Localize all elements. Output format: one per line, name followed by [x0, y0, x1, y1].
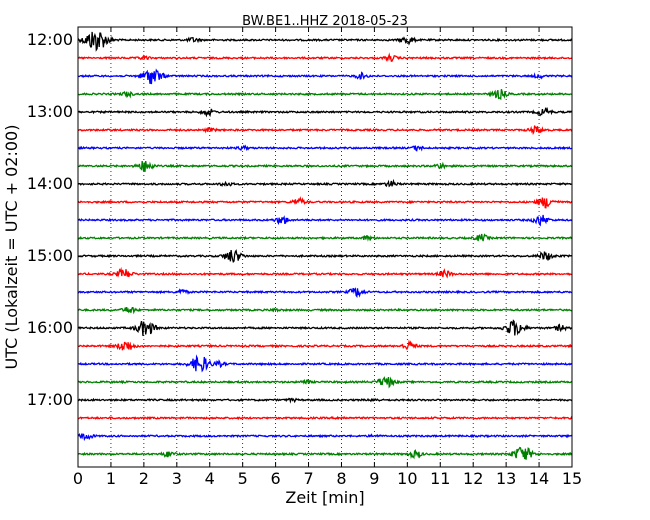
x-tick-label: 11 — [430, 469, 450, 488]
seismic-trace — [77, 339, 573, 351]
seismic-trace — [78, 266, 573, 279]
seismic-trace — [77, 397, 573, 404]
x-tick-label: 3 — [172, 469, 182, 488]
seismic-trace — [77, 178, 573, 188]
seismic-trace — [77, 415, 573, 421]
seismic-trace — [77, 376, 573, 389]
seismic-trace — [77, 89, 573, 101]
y-tick-label: 12:00 — [27, 30, 73, 49]
x-tick-label: 14 — [529, 469, 549, 488]
trace-lines — [77, 31, 573, 460]
grid-lines — [110, 27, 540, 467]
seismic-trace — [77, 196, 573, 209]
plot-frame — [77, 26, 573, 468]
seismic-trace — [77, 446, 573, 460]
x-tick-label: 7 — [303, 469, 313, 488]
seismic-trace — [78, 306, 572, 315]
seismic-trace — [77, 249, 573, 264]
y-axis-ticks: 12:00 13:00 14:00 15:00 16:00 17:00 — [27, 30, 572, 409]
seismic-trace — [77, 106, 573, 118]
chart-title: BW.BE1..HHZ 2018-05-23 — [242, 14, 408, 29]
seismic-trace — [77, 68, 573, 85]
seismic-trace — [77, 287, 573, 299]
x-tick-label: 10 — [397, 469, 417, 488]
seismic-trace — [77, 354, 573, 373]
y-tick-label: 13:00 — [27, 102, 73, 121]
x-axis-label: Zeit [min] — [285, 488, 364, 507]
seismic-trace — [77, 125, 573, 136]
seismic-trace — [77, 31, 572, 52]
x-tick-label: 9 — [369, 469, 379, 488]
y-tick-label: 17:00 — [27, 390, 73, 409]
x-tick-label: 5 — [238, 469, 248, 488]
x-tick-label: 15 — [562, 469, 582, 488]
x-tick-label: 1 — [106, 469, 116, 488]
seismic-trace — [77, 233, 573, 242]
y-tick-label: 14:00 — [27, 174, 73, 193]
x-tick-label: 8 — [336, 469, 346, 488]
y-axis-label: UTC (Lokalzeit = UTC + 02:00) — [2, 125, 21, 370]
x-axis-ticks: 0 1 2 3 4 5 6 7 8 9 10 11 12 13 14 15 — [73, 27, 582, 488]
x-tick-label: 2 — [139, 469, 149, 488]
seismic-trace — [78, 52, 573, 62]
x-tick-label: 4 — [205, 469, 215, 488]
x-tick-label: 0 — [73, 469, 83, 488]
x-tick-label: 12 — [463, 469, 483, 488]
seismic-trace — [77, 160, 572, 172]
seismic-trace — [77, 432, 573, 442]
seismic-trace — [77, 214, 573, 227]
x-tick-label: 6 — [271, 469, 281, 488]
x-tick-label: 13 — [496, 469, 516, 488]
seismic-trace — [77, 319, 573, 336]
seismic-trace — [77, 144, 573, 152]
y-tick-label: 16:00 — [27, 318, 73, 337]
y-tick-label: 15:00 — [27, 246, 73, 265]
